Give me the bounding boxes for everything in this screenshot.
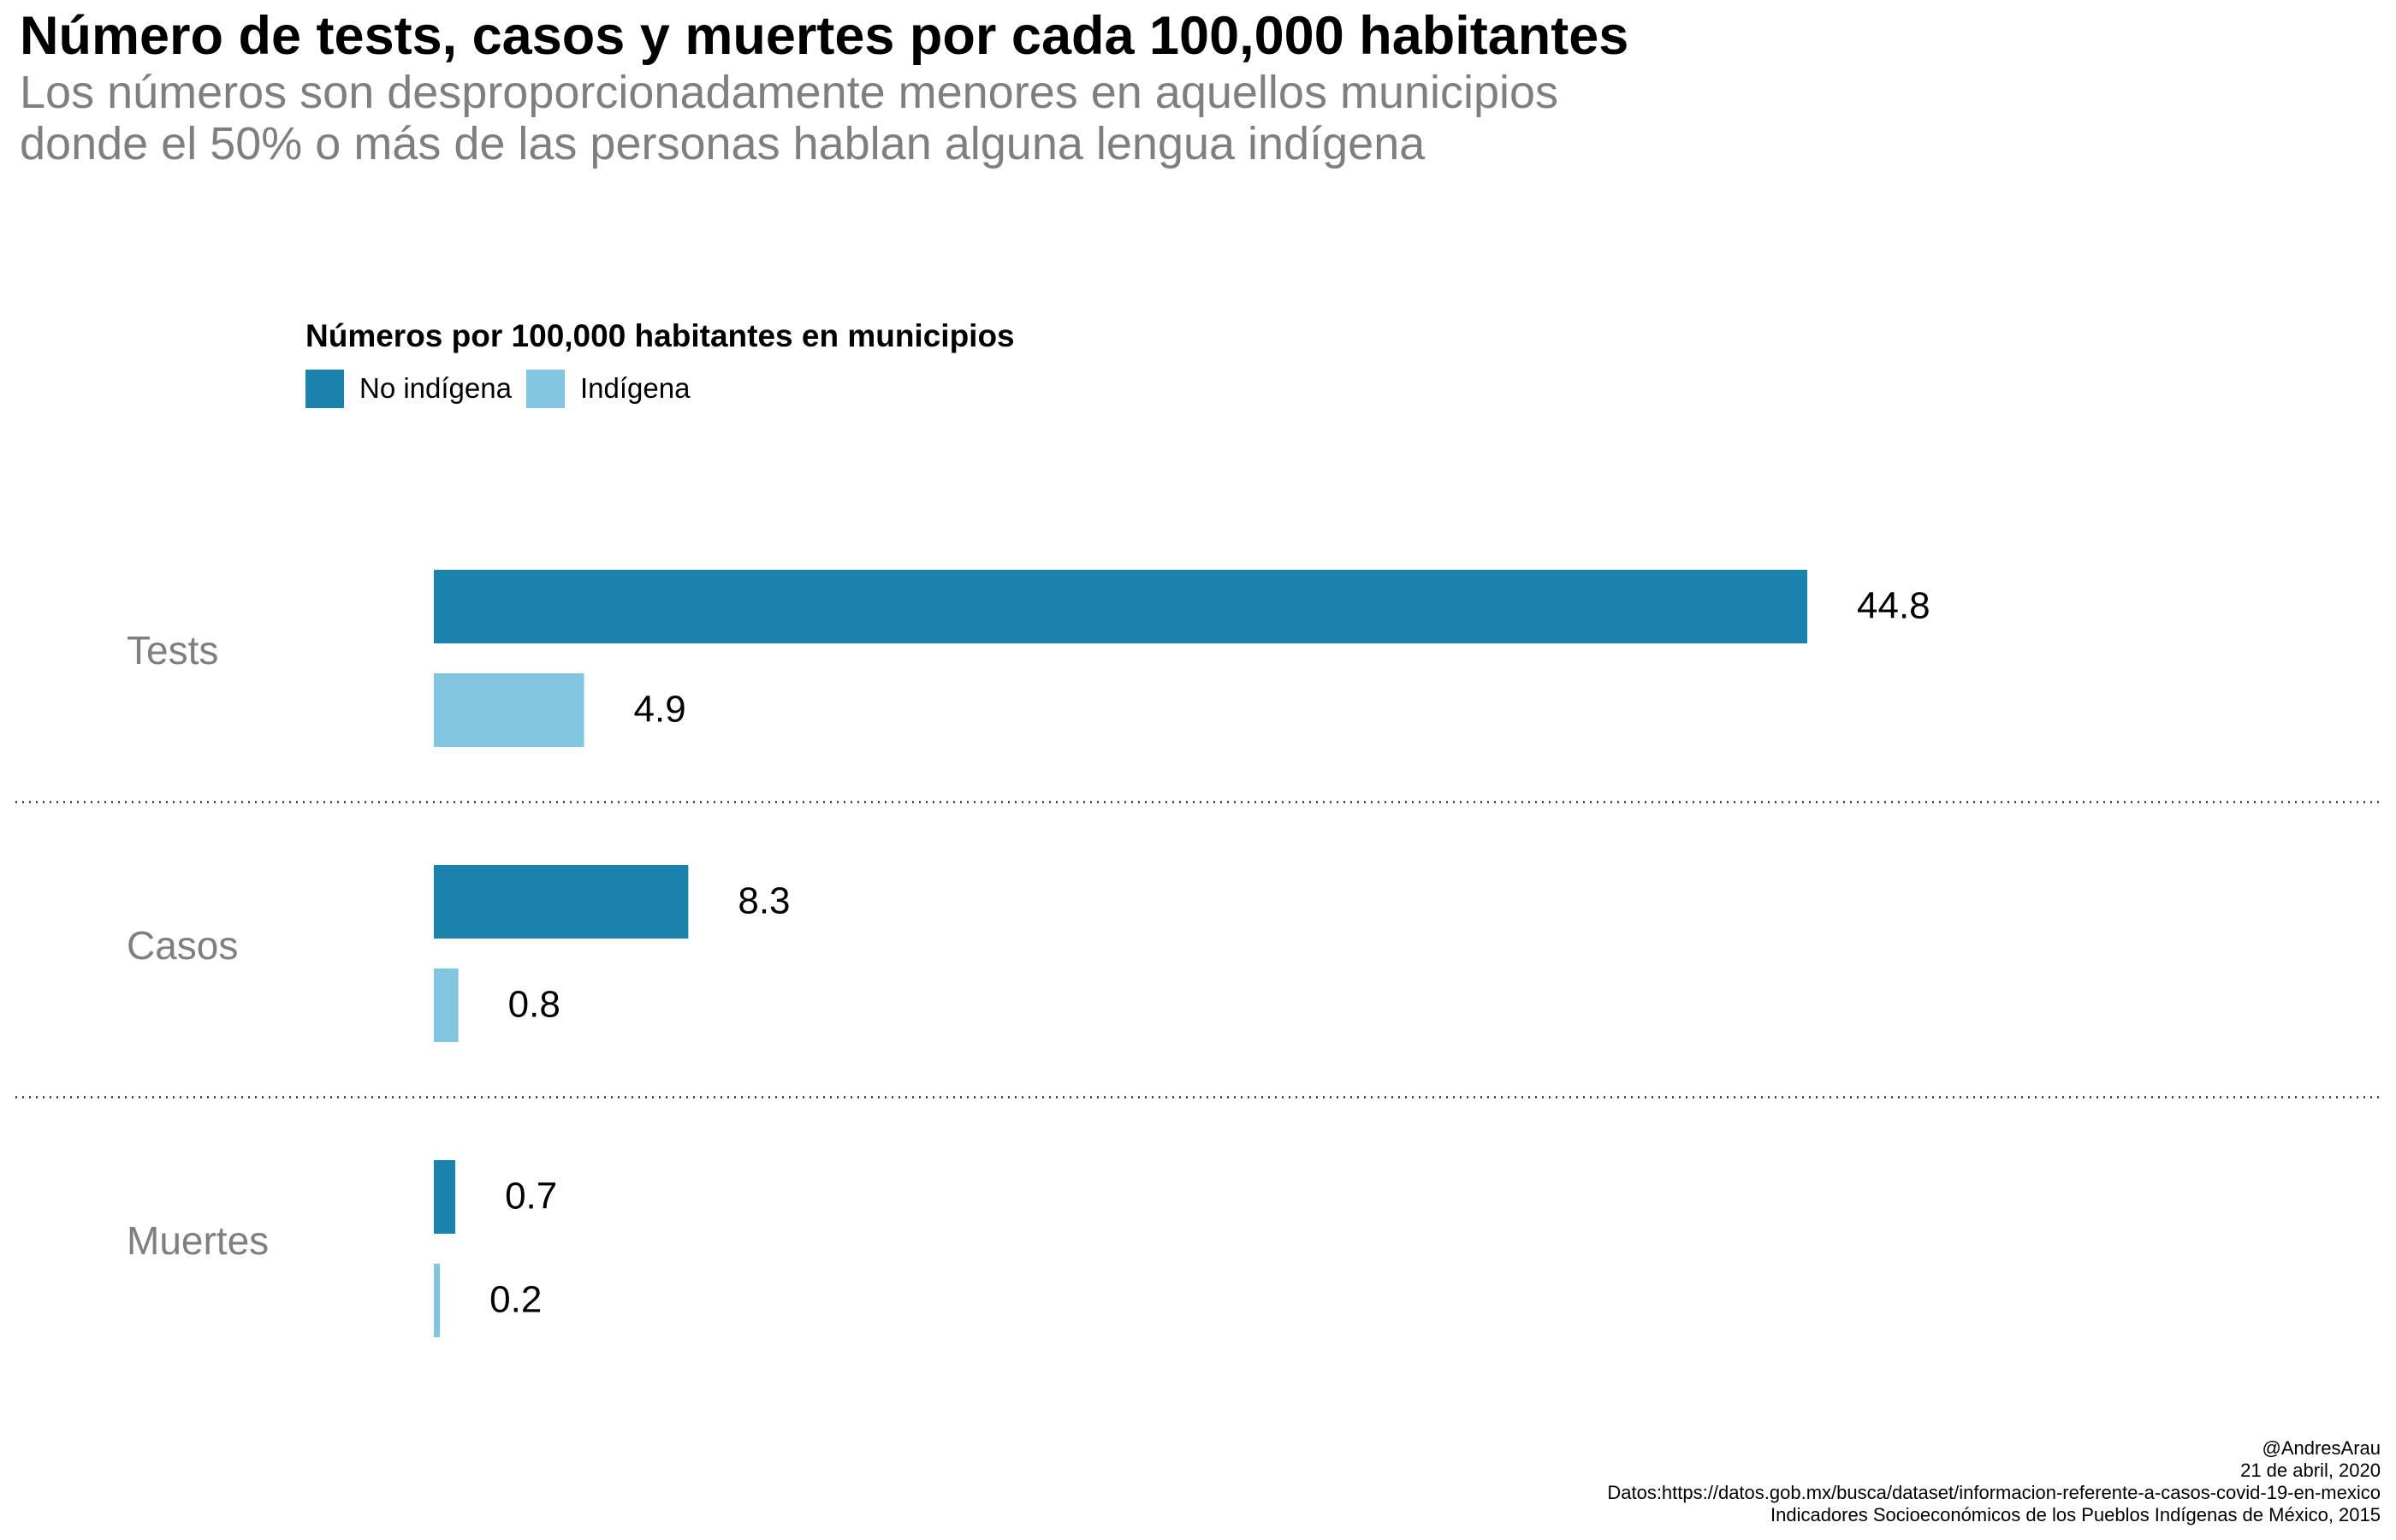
legend-item-indigena: Indígena [526, 369, 690, 408]
caption-author: @AndresArau [2262, 1437, 2381, 1459]
legend-swatch-indigena [526, 369, 565, 408]
bar-muertes-no-indigena [434, 1160, 456, 1234]
bar-casos-indigena [434, 968, 459, 1042]
data-label-casos-indigena: 0.8 [508, 984, 560, 1026]
legend-label-indigena: Indígena [580, 372, 691, 404]
category-label-casos: Casos [127, 923, 238, 968]
legend-title: Números por 100,000 habitantes en munici… [305, 318, 1015, 353]
data-label-tests-no-indigena: 44.8 [1857, 585, 1930, 627]
bar-casos-no-indigena [434, 865, 689, 939]
subtitle-line-2: donde el 50% o más de las personas habla… [20, 118, 1426, 169]
legend-label-no-indigena: No indígena [359, 372, 512, 404]
caption-source-data: Datos:https://datos.gob.mx/busca/dataset… [1607, 1482, 2381, 1503]
legend-swatch-no-indigena [305, 369, 344, 408]
data-label-casos-no-indigena: 8.3 [738, 880, 790, 922]
category-label-muertes: Muertes [127, 1218, 269, 1263]
bar-tests-indigena [434, 673, 584, 747]
legend-item-no-indigena: No indígena [305, 369, 512, 408]
subtitle-line-1: Los números son desproporcionadamente me… [20, 67, 1559, 118]
caption-source-indicators: Indicadores Socioeconómicos de los Puebl… [1770, 1504, 2381, 1525]
bar-muertes-indigena [434, 1264, 441, 1337]
chart-title: Número de tests, casos y muertes por cad… [20, 6, 1629, 66]
data-label-muertes-indigena: 0.2 [489, 1279, 542, 1321]
bar-tests-no-indigena [434, 570, 1807, 643]
caption-date: 21 de abril, 2020 [2240, 1460, 2381, 1481]
caption: @AndresArau 21 de abril, 2020 Datos:http… [1607, 1437, 2381, 1526]
category-label-tests: Tests [127, 628, 218, 672]
chart-subtitle: Los números son desproporcionadamente me… [20, 67, 1558, 169]
data-label-muertes-no-indigena: 0.7 [505, 1176, 557, 1217]
data-label-tests-indigena: 4.9 [634, 689, 686, 731]
